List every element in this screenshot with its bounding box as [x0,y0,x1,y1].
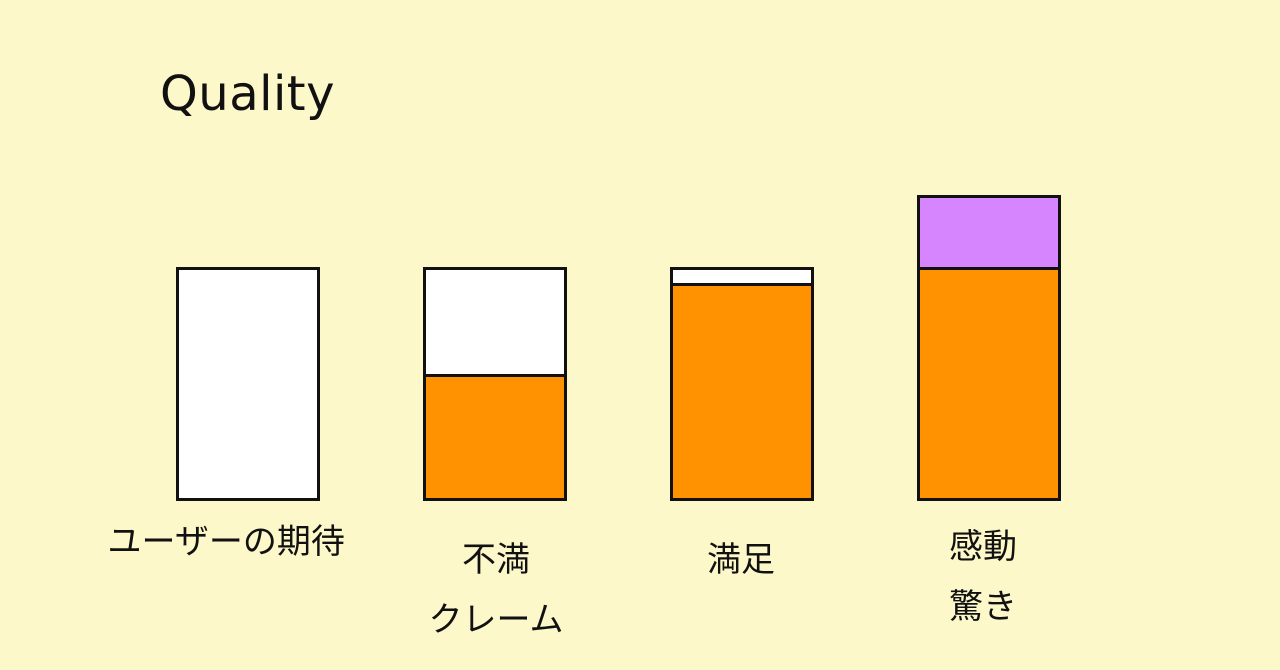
label-line-delight-1: 感動 [949,527,1017,567]
bar-extra-delight [917,195,1061,270]
bar-delight [917,267,1061,501]
label-dissatisfaction: 不満 クレーム [429,530,564,650]
bar-dissatisfaction [423,267,567,501]
bar-fill-delight [920,270,1058,498]
bar-fill-dissatisfaction [426,374,564,498]
bar-user-expectation [176,267,320,501]
bar-fill-satisfaction [673,283,811,498]
diagram-title: Quality [160,66,336,122]
label-user-expectation: ユーザーの期待 [108,512,345,572]
bar-satisfaction [670,267,814,501]
label-line-dissatisfaction-2: クレーム [428,600,564,640]
label-satisfaction: 満足 [707,530,775,590]
label-line-dissatisfaction-1: 不満 [461,540,530,580]
label-line-delight-2: 驚き [949,587,1017,627]
label-delight: 感動 驚き [949,517,1017,637]
label-line-user-expectation-1: ユーザーの期待 [107,522,345,562]
label-line-satisfaction-1: 満足 [707,540,775,580]
